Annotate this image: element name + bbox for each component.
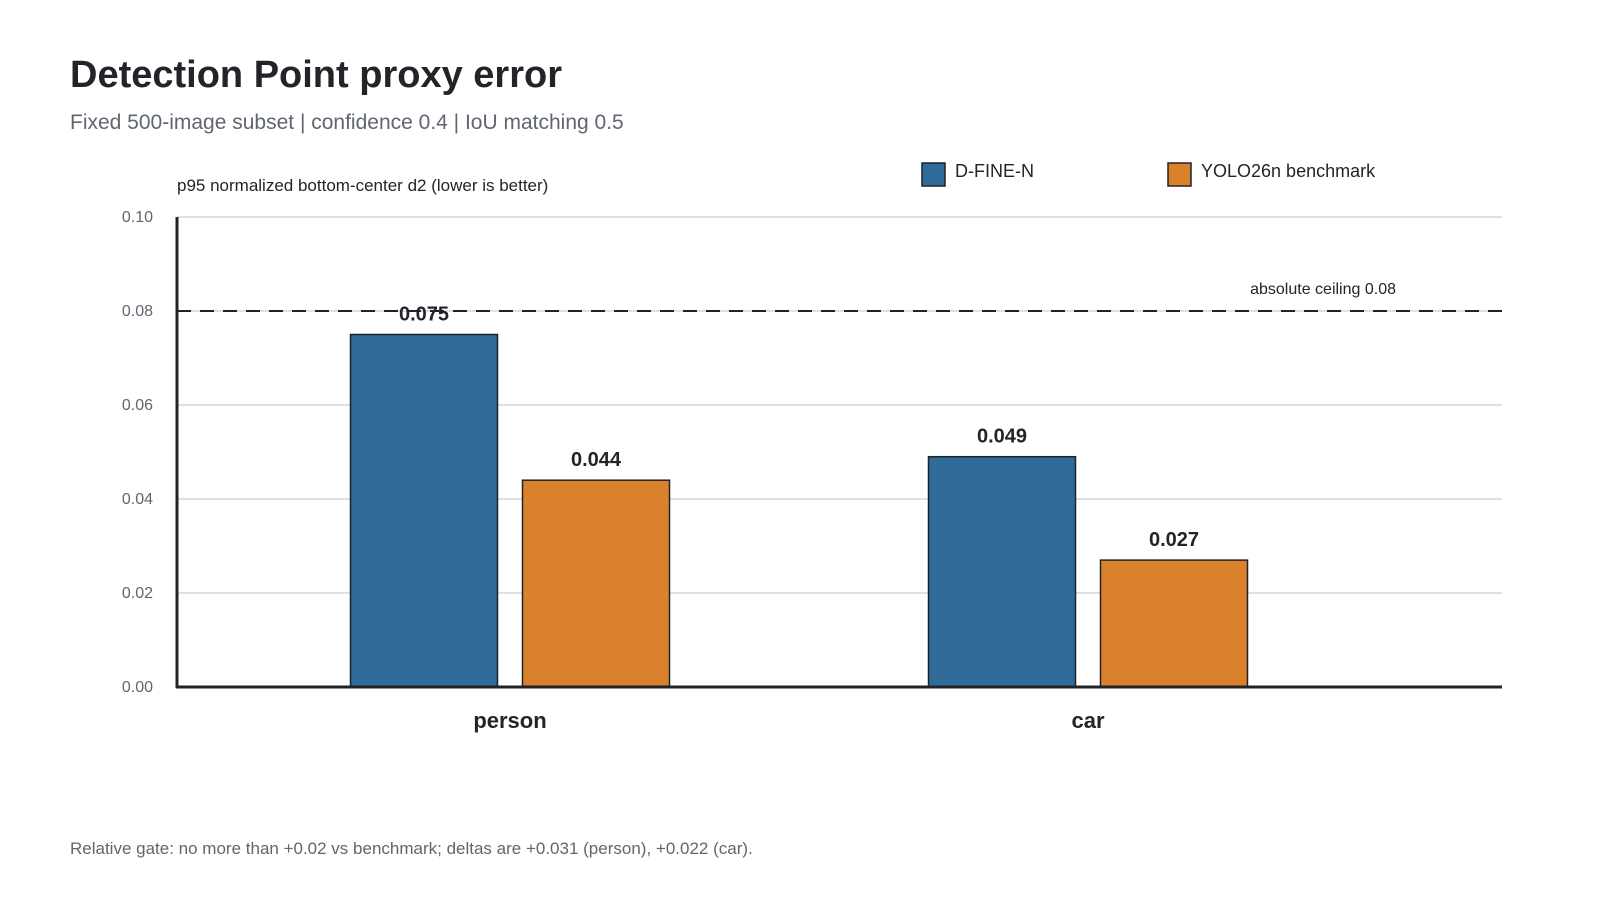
y-tick-label: 0.08 <box>122 303 153 320</box>
y-tick-label: 0.00 <box>122 679 153 696</box>
y-tick-label: 0.06 <box>122 397 153 414</box>
ceiling-label: absolute ceiling 0.08 <box>1250 281 1396 298</box>
y-tick-label: 0.02 <box>122 585 153 602</box>
footnote: Relative gate: no more than +0.02 vs ben… <box>70 839 753 858</box>
y-tick-label: 0.04 <box>122 491 153 508</box>
legend-label: YOLO26n benchmark <box>1201 161 1376 181</box>
legend-swatch <box>1167 162 1192 187</box>
legend-swatch <box>921 162 946 187</box>
bar-value-label: 0.027 <box>1149 529 1199 551</box>
bar <box>349 333 499 688</box>
bar-value-label: 0.075 <box>399 304 449 326</box>
chart-subtitle: Fixed 500-image subset | confidence 0.4 … <box>70 111 624 134</box>
legend-label: D-FINE-N <box>955 161 1034 181</box>
x-category-label: person <box>473 708 546 733</box>
bar-value-label: 0.044 <box>571 449 622 471</box>
y-tick-label: 0.10 <box>122 209 153 226</box>
chart-title: Detection Point proxy error <box>70 54 562 96</box>
bar <box>927 455 1077 688</box>
x-category-label: car <box>1071 708 1104 733</box>
bar <box>521 479 671 688</box>
y-axis-label: p95 normalized bottom-center d2 (lower i… <box>177 176 548 195</box>
bar-value-label: 0.049 <box>977 426 1027 448</box>
bar <box>1099 559 1249 688</box>
